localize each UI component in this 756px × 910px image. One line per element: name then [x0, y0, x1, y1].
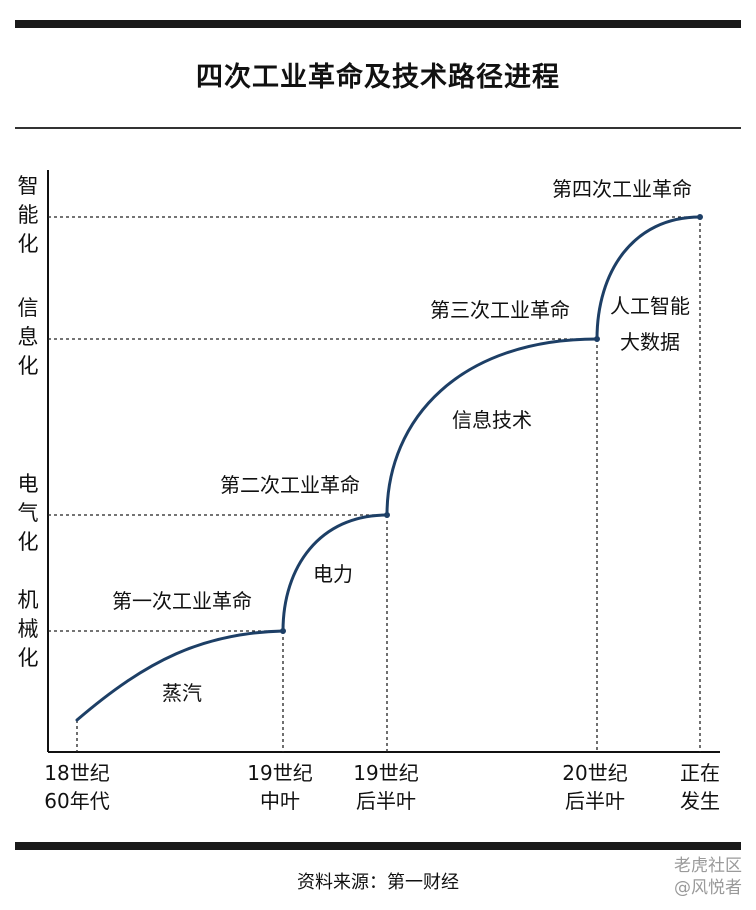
y-tick-label: 气	[18, 501, 39, 525]
top-border-bar	[15, 20, 741, 28]
y-tick-label: 化	[18, 354, 39, 378]
y-tick-label: 能	[18, 203, 39, 227]
chart-svg: 机械化电气化信息化智能化18世纪60年代19世纪中叶19世纪后半叶20世纪后半叶…	[18, 170, 720, 813]
revolution-label: 第三次工业革命	[430, 298, 570, 322]
revolution-label: 第一次工业革命	[112, 589, 252, 613]
tech-label: 人工智能	[610, 294, 690, 318]
chart-title: 四次工业革命及技术路径进程	[196, 62, 560, 93]
y-tick-label: 息	[18, 325, 39, 349]
y-tick-label: 电	[18, 472, 39, 496]
tech-label: 大数据	[620, 330, 680, 354]
bottom-border-bar	[15, 842, 741, 850]
y-tick-label: 机	[18, 588, 39, 612]
curve-segment	[75, 629, 285, 722]
watermark-line-1: 老虎社区	[674, 856, 742, 876]
x-tick-label: 正在	[680, 761, 720, 785]
x-tick-label: 18世纪	[44, 761, 109, 785]
curve-segment	[385, 337, 599, 517]
revolution-label: 第二次工业革命	[220, 473, 360, 497]
y-tick-label: 化	[18, 530, 39, 554]
curve-segment	[281, 513, 389, 633]
watermark-line-2: @风悦者	[674, 878, 742, 898]
revolution-label: 第四次工业革命	[552, 177, 692, 201]
title-divider	[15, 127, 741, 129]
x-tick-label: 19世纪	[353, 761, 418, 785]
x-tick-label: 中叶	[260, 789, 300, 813]
watermark: 老虎社区 @风悦者	[674, 855, 742, 899]
x-tick-label: 后半叶	[565, 789, 625, 813]
y-tick-label: 化	[18, 232, 39, 256]
tech-label: 信息技术	[452, 408, 532, 432]
x-tick-label: 20世纪	[562, 761, 627, 785]
source-note: 资料来源：第一财经	[297, 872, 459, 893]
y-tick-label: 化	[18, 646, 39, 670]
y-tick-label: 智	[18, 174, 39, 198]
x-tick-label: 后半叶	[356, 789, 416, 813]
x-tick-label: 19世纪	[247, 761, 312, 785]
tech-label: 电力	[313, 562, 353, 586]
y-tick-label: 械	[18, 617, 39, 641]
curve-segment	[595, 215, 702, 341]
x-tick-label: 发生	[680, 789, 720, 813]
y-tick-label: 信	[18, 296, 39, 320]
segment-endpoint	[697, 214, 703, 220]
tech-label: 蒸汽	[162, 681, 202, 705]
x-tick-label: 60年代	[44, 789, 109, 813]
